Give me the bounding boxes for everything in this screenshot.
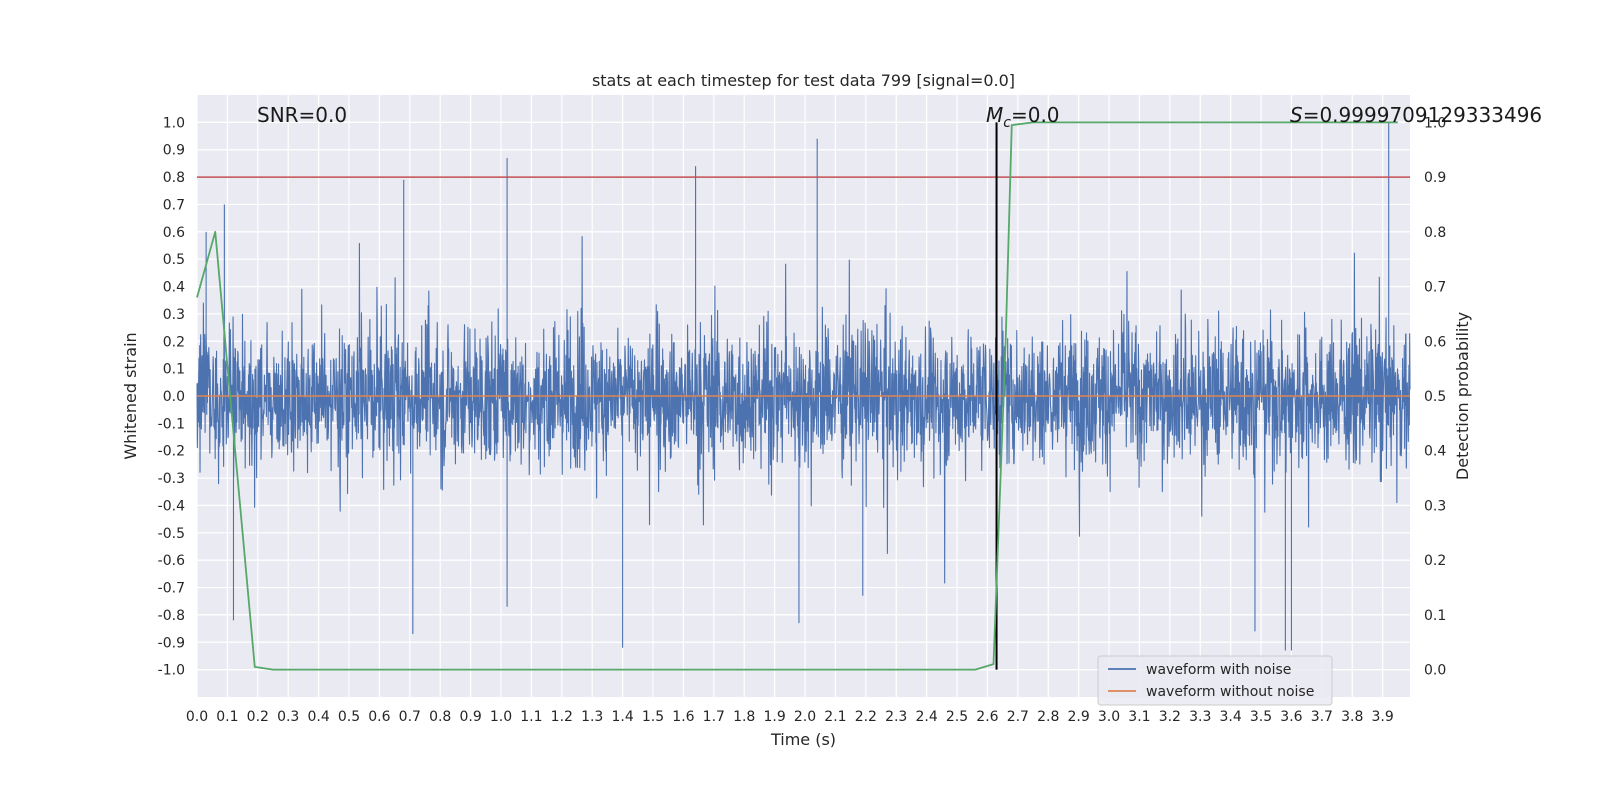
y2-axis-label: Detection probability xyxy=(1453,312,1472,480)
x-tick-label: 0.7 xyxy=(399,709,421,725)
series-lines xyxy=(196,121,1410,671)
y2-tick-label: 0.1 xyxy=(1424,608,1446,624)
y-tick-label: -0.7 xyxy=(158,581,185,597)
series-waveform-with-noise xyxy=(196,122,1411,651)
x-tick-label: 1.0 xyxy=(490,709,512,725)
y-tick-label: -0.2 xyxy=(158,444,185,460)
x-tick-label: 2.4 xyxy=(915,709,937,725)
y-tick-label: 0.1 xyxy=(163,362,185,378)
legend-label-clean: waveform without noise xyxy=(1146,684,1314,700)
y-tick-label: -0.8 xyxy=(158,608,185,624)
y2-tick-label: 0.3 xyxy=(1424,498,1446,514)
score-symbol: S xyxy=(1290,103,1303,127)
x-tick-label: 3.3 xyxy=(1189,709,1211,725)
chirp-mass-annotation: Mc=0.0 xyxy=(986,103,1060,131)
x-tick-label: 2.0 xyxy=(794,709,816,725)
y-axis-label: Whitened strain xyxy=(121,332,140,459)
x-tick-label: 0.3 xyxy=(277,709,299,725)
y2-tick-label: 1.0 xyxy=(1424,115,1446,131)
y2-tick-label: 0.4 xyxy=(1424,444,1446,460)
x-tick-label: 1.7 xyxy=(703,709,725,725)
x-tick-label: 0.5 xyxy=(338,709,360,725)
y-tick-label: 0.3 xyxy=(163,307,185,323)
x-tick-label: 0.6 xyxy=(368,709,390,725)
x-tick-label: 3.6 xyxy=(1280,709,1302,725)
y-tick-label: 1.0 xyxy=(163,115,185,131)
y-tick-label: 0.2 xyxy=(163,334,185,350)
x-tick-label: 3.7 xyxy=(1311,709,1333,725)
x-tick-label: 0.0 xyxy=(186,709,208,725)
x-tick-label: 1.4 xyxy=(611,709,633,725)
legend-label-noise: waveform with noise xyxy=(1146,662,1291,678)
x-tick-label: 2.8 xyxy=(1037,709,1059,725)
y2-tick-label: 0.7 xyxy=(1424,280,1446,296)
x-tick-label: 2.6 xyxy=(976,709,998,725)
y2-tick-label: 0.0 xyxy=(1424,663,1446,679)
x-tick-label: 1.1 xyxy=(520,709,542,725)
y-tick-label: -0.4 xyxy=(158,498,185,514)
legend-box xyxy=(1097,655,1333,706)
x-tick-label: 0.8 xyxy=(429,709,451,725)
y-tick-label: -0.1 xyxy=(158,416,185,432)
y2-tick-label: 0.6 xyxy=(1424,334,1446,350)
x-tick-label: 3.0 xyxy=(1098,709,1120,725)
score-annotation: S=0.9999709129333496 xyxy=(1290,103,1542,127)
y-tick-label: 0.6 xyxy=(163,225,185,241)
y2-tick-label: 0.2 xyxy=(1424,553,1446,569)
x-tick-label: 1.9 xyxy=(763,709,785,725)
y-tick-label: 0.9 xyxy=(163,143,185,159)
y-tick-label: 0.0 xyxy=(163,389,185,405)
tick-labels: 0.0 0.1 0.2 0.3 0.4 0.5 0.6 0.7 0.8 0.9 1.0 1.1 1.2 1… xyxy=(158,115,1447,725)
x-tick-label: 1.6 xyxy=(672,709,694,725)
x-tick-label: 2.7 xyxy=(1007,709,1029,725)
chart-title: stats at each timestep for test data 799… xyxy=(592,71,1015,90)
chirp-mass-symbol: M xyxy=(986,103,1003,127)
y2-tick-label: 0.8 xyxy=(1424,225,1446,241)
score-value: =0.9999709129333496 xyxy=(1303,103,1542,127)
x-tick-label: 3.9 xyxy=(1372,709,1394,725)
legend: waveform with noise waveform without noi… xyxy=(1097,655,1333,706)
x-tick-label: 3.1 xyxy=(1128,709,1150,725)
x-tick-label: 2.3 xyxy=(885,709,907,725)
y-tick-label: -0.9 xyxy=(158,635,185,651)
x-tick-label: 0.2 xyxy=(247,709,269,725)
y-tick-label: 0.7 xyxy=(163,197,185,213)
x-tick-label: 1.5 xyxy=(642,709,664,725)
chirp-mass-subscript: c xyxy=(1003,115,1011,131)
y-tick-label: 0.5 xyxy=(163,252,185,268)
y-tick-label: 0.8 xyxy=(163,170,185,186)
y-tick-label: 0.4 xyxy=(163,280,185,296)
y-tick-label: -1.0 xyxy=(158,663,185,679)
y-tick-label: -0.6 xyxy=(158,553,185,569)
y-tick-label: -0.5 xyxy=(158,526,185,542)
y2-tick-label: 0.5 xyxy=(1424,389,1446,405)
x-axis-label: Time (s) xyxy=(770,730,836,749)
x-tick-label: 0.1 xyxy=(216,709,238,725)
x-tick-label: 2.1 xyxy=(824,709,846,725)
snr-annotation: SNR=0.0 xyxy=(257,103,347,127)
y-tick-label: -0.3 xyxy=(158,471,185,487)
noise-trace xyxy=(196,122,1411,651)
x-tick-label: 0.9 xyxy=(459,709,481,725)
x-tick-label: 2.2 xyxy=(855,709,877,725)
chirp-mass-value: =0.0 xyxy=(1011,103,1060,127)
x-tick-label: 2.9 xyxy=(1067,709,1089,725)
x-tick-label: 1.8 xyxy=(733,709,755,725)
y2-tick-label: 0.9 xyxy=(1424,170,1446,186)
x-tick-label: 3.5 xyxy=(1250,709,1272,725)
x-tick-label: 1.3 xyxy=(581,709,603,725)
x-tick-label: 3.2 xyxy=(1159,709,1181,725)
series-detection-probability xyxy=(196,121,1398,671)
x-tick-label: 1.2 xyxy=(551,709,573,725)
x-tick-label: 0.4 xyxy=(307,709,329,725)
x-tick-label: 3.4 xyxy=(1220,709,1242,725)
x-tick-label: 2.5 xyxy=(946,709,968,725)
x-tick-label: 3.8 xyxy=(1341,709,1363,725)
